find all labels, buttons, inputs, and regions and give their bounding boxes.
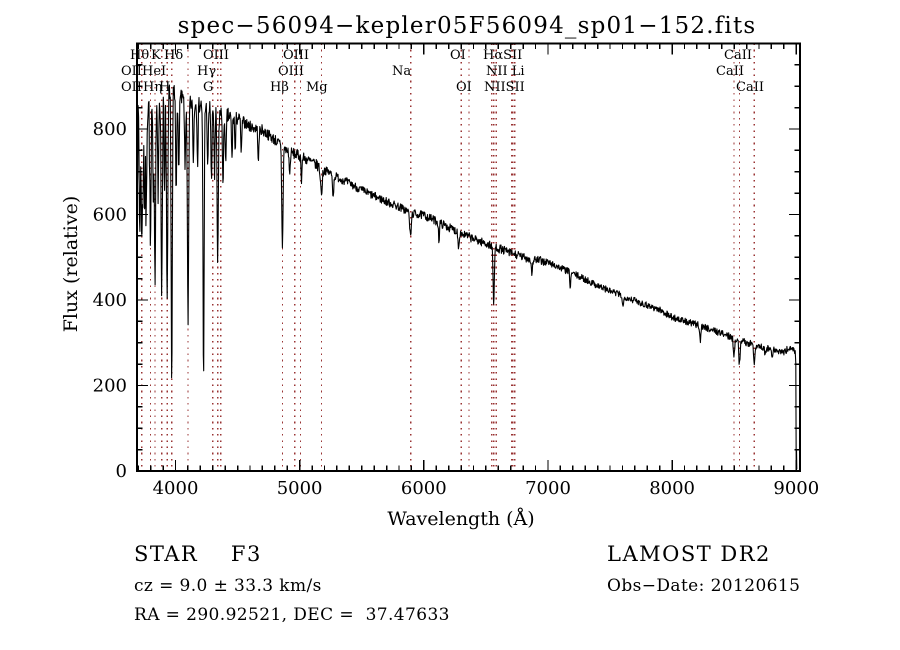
x-tick-label: 7000: [525, 478, 571, 499]
y-tick-label: 400: [93, 290, 127, 311]
line-label: Hδ: [164, 48, 184, 63]
line-label: Mg: [306, 80, 328, 95]
line-label: OI: [456, 80, 472, 95]
x-axis-label: Wavelength (Å): [387, 508, 535, 530]
line-label: OIII: [283, 48, 310, 63]
classification-label: STAR F3: [134, 542, 262, 566]
line-label: CaII: [716, 64, 744, 79]
plot-title: spec−56094−kepler05F56094_sp01−152.fits: [177, 13, 757, 39]
line-label: OI: [450, 48, 466, 63]
line-label: Hγ: [197, 64, 217, 79]
line-label: Hη: [143, 80, 163, 95]
line-label: CaII: [736, 80, 764, 95]
line-label: K: [151, 48, 161, 63]
x-tick-label: 8000: [649, 478, 695, 499]
y-tick-label: 200: [93, 376, 127, 397]
line-label: NII Li: [486, 64, 525, 79]
plot-frame: [136, 42, 801, 472]
x-tick-label: 4000: [153, 478, 199, 499]
ra-dec-label: RA = 290.92521, DEC = 37.47633: [134, 605, 450, 625]
line-label: OII: [121, 64, 142, 79]
line-label: NIISII: [484, 80, 525, 95]
redshift-velocity-label: cz = 9.0 ± 33.3 km/s: [134, 576, 322, 596]
x-tick-label: 6000: [401, 478, 447, 499]
survey-label: LAMOST DR2: [607, 542, 771, 566]
obs-date-label: Obs−Date: 20120615: [607, 576, 801, 596]
line-label: HeI: [142, 64, 167, 79]
line-label: Na: [392, 64, 412, 79]
line-label: Hθ: [130, 48, 150, 63]
line-label: G: [203, 80, 214, 95]
y-tick-label: 800: [93, 119, 127, 140]
line-label: H: [159, 80, 171, 95]
line-label: OII: [121, 80, 142, 95]
x-tick-label: 5000: [277, 478, 323, 499]
y-axis-label: Flux (relative): [60, 195, 82, 333]
line-label: CaII: [724, 48, 752, 63]
line-label: OIII: [203, 48, 230, 63]
line-label: Hβ: [270, 80, 289, 95]
line-label: HαSII: [483, 48, 523, 63]
spectrum-trace: [137, 84, 798, 470]
y-tick-label: 0: [116, 461, 127, 482]
line-label: OIII: [278, 64, 305, 79]
y-tick-label: 600: [93, 205, 127, 226]
x-tick-label: 9000: [773, 478, 819, 499]
